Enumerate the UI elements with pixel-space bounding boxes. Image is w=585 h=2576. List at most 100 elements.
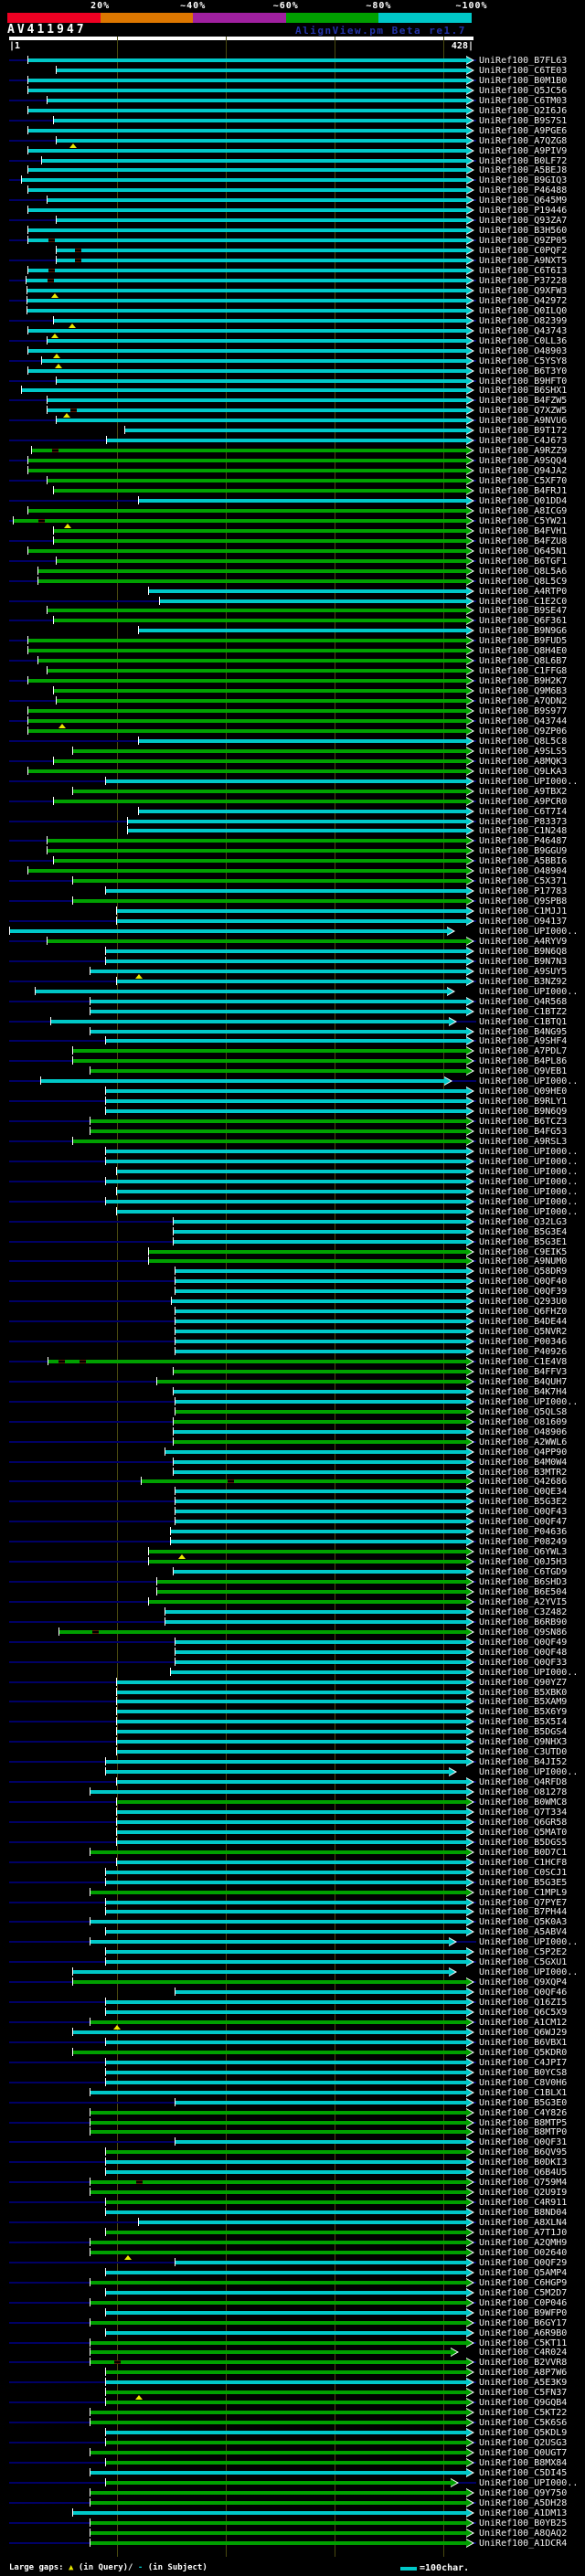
- alignment-bar: [57, 259, 467, 262]
- row-label: UniRef100_C6T7I4: [479, 807, 568, 817]
- subject-gap-marker: [48, 239, 55, 242]
- arrowhead-fill: [466, 1538, 473, 1545]
- alignment-row: UniRef100_C3Z482: [0, 1606, 585, 1617]
- start-tick: [27, 726, 28, 735]
- row-label: UniRef100_B0M1B0: [479, 76, 568, 86]
- row-label: UniRef100_UPI000..: [479, 1937, 579, 1947]
- row-label: UniRef100_Q5MAT0: [479, 1828, 568, 1838]
- alignment-row: UniRef100_B5G3E0: [0, 2097, 585, 2108]
- row-label: UniRef100_Q5KDR0: [479, 2048, 568, 2058]
- alignment-row: UniRef100_B9N9G6: [0, 625, 585, 636]
- alignment-bar: [165, 1610, 467, 1614]
- hundred-char-gridline: [117, 37, 118, 2557]
- row-label: UniRef100_C1BTZ2: [479, 1007, 568, 1017]
- row-label: UniRef100_C4J673: [479, 436, 568, 446]
- alignment-bar: [54, 119, 467, 122]
- alignment-bar: [48, 1360, 467, 1363]
- alignment-bar: [106, 1960, 467, 1964]
- row-label: UniRef100_Q6FHZ0: [479, 1307, 568, 1317]
- alignment-bar: [106, 1200, 467, 1203]
- row-label: UniRef100_Q5QLS8: [479, 1407, 568, 1417]
- row-label: UniRef100_UPI000..: [479, 1187, 579, 1197]
- alignment-row: UniRef100_B9H2K7: [0, 675, 585, 686]
- start-tick: [116, 1747, 117, 1755]
- query-gap-marker: [135, 974, 143, 979]
- alignment-row: UniRef100_A9PCR0: [0, 796, 585, 807]
- start-tick: [116, 906, 117, 915]
- row-label: UniRef100_Q0QF33: [479, 1658, 568, 1668]
- arrowhead-fill: [451, 2348, 457, 2356]
- start-tick: [27, 86, 28, 94]
- start-tick: [27, 56, 28, 64]
- arrowhead-fill: [466, 2249, 473, 2256]
- arrowhead-fill: [466, 387, 473, 394]
- start-tick: [31, 446, 32, 454]
- alignment-row: UniRef100_Q5MAT0: [0, 1827, 585, 1838]
- arrowhead-fill: [466, 2529, 473, 2537]
- alignment-row: UniRef100_B0M1B0: [0, 75, 585, 86]
- alignment-row: UniRef100_Q2U9I9: [0, 2187, 585, 2198]
- arrowhead-fill: [466, 2209, 473, 2216]
- start-tick: [175, 1277, 176, 1285]
- alignment-row: UniRef100_UPI000..: [0, 1176, 585, 1187]
- alignment-bar: [165, 1450, 467, 1454]
- query-ruler: [9, 37, 473, 40]
- alignment-row: UniRef100_B0DKI3: [0, 2157, 585, 2168]
- start-tick: [175, 1487, 176, 1495]
- alignment-bar: [48, 479, 467, 482]
- alignment-row: UniRef100_C4JPI7: [0, 2057, 585, 2068]
- start-tick: [116, 1807, 117, 1816]
- row-label: UniRef100_Q42972: [479, 296, 568, 306]
- arrowhead-fill: [466, 1928, 473, 1935]
- alignment-bar: [125, 429, 467, 432]
- alignment-row: UniRef100_C5M2D7: [0, 2287, 585, 2298]
- arrowhead-fill: [466, 788, 473, 795]
- start-tick: [41, 356, 42, 365]
- alignment-bar: [174, 1430, 467, 1434]
- alignment-bar: [57, 419, 467, 422]
- row-label: UniRef100_UPI000..: [479, 1967, 579, 1977]
- alignment-row: UniRef100_P08249: [0, 1536, 585, 1547]
- arrowhead-fill: [466, 907, 473, 915]
- alignment-bar: [117, 919, 467, 923]
- arrowhead-fill: [466, 447, 473, 454]
- start-tick: [9, 927, 10, 935]
- start-tick: [53, 856, 54, 864]
- arrowhead-fill: [466, 1948, 473, 1956]
- start-tick: [175, 1648, 176, 1656]
- row-label: UniRef100_Q7T334: [479, 1807, 568, 1818]
- start-tick: [116, 1717, 117, 1725]
- start-tick: [53, 536, 54, 545]
- arrowhead-fill: [466, 867, 473, 875]
- arrowhead-fill: [466, 1238, 473, 1246]
- start-tick: [105, 2058, 106, 2066]
- alignment-bar: [174, 1230, 467, 1234]
- alignment-bar: [59, 1630, 467, 1634]
- start-tick: [175, 2137, 176, 2146]
- start-tick: [27, 646, 28, 654]
- alignment-row: UniRef100_C6TGD9: [0, 1566, 585, 1577]
- subject-gap-marker: [92, 1630, 99, 1634]
- row-label: UniRef100_C5X371: [479, 876, 568, 886]
- start-tick: [21, 386, 22, 394]
- start-tick: [148, 1597, 149, 1606]
- start-tick: [173, 1567, 174, 1575]
- alignment-row: UniRef100_C6TE03: [0, 65, 585, 76]
- row-label: UniRef100_Q6C5X9: [479, 2008, 568, 2018]
- alignment-row: UniRef100_C1HCF8: [0, 1857, 585, 1868]
- alignment-row: UniRef100_A4RYV9: [0, 936, 585, 947]
- alignment-bar: [90, 2501, 467, 2505]
- start-tick: [27, 165, 28, 174]
- alignment-bar: [117, 1830, 467, 1834]
- alignment-row: UniRef100_UPI000..: [0, 1196, 585, 1207]
- alignment-row: UniRef100_A6R9B0: [0, 2327, 585, 2338]
- arrowhead-fill: [466, 377, 473, 385]
- start-tick: [116, 1818, 117, 1826]
- row-label: UniRef100_P08249: [479, 1537, 568, 1547]
- row-label: UniRef100_C1MPL9: [479, 1888, 568, 1898]
- start-tick: [138, 737, 139, 745]
- alignment-bar: [28, 129, 467, 133]
- row-label: UniRef100_C3Z482: [479, 1607, 568, 1617]
- start-tick: [105, 2268, 106, 2276]
- alignment-bar: [54, 529, 467, 533]
